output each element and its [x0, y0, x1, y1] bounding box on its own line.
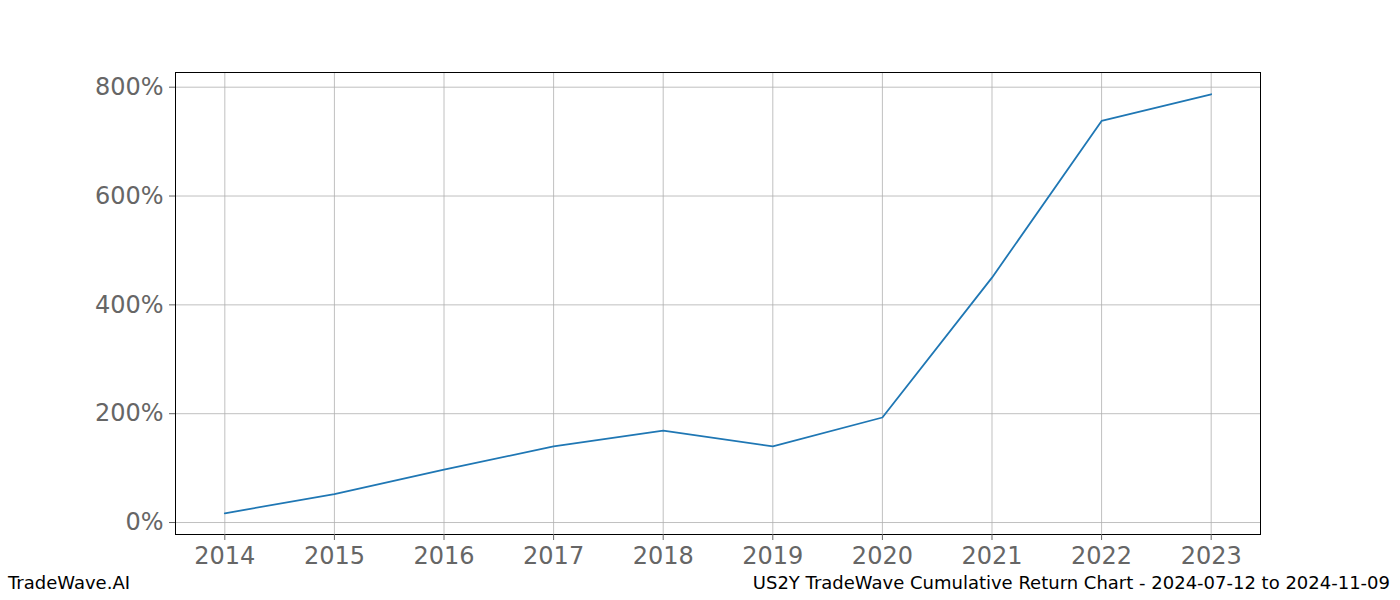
svg-text:400%: 400% — [95, 291, 164, 319]
svg-text:2017: 2017 — [523, 542, 584, 566]
html-text:TradeWave.AI: TradeWave.AI — [8, 572, 130, 593]
svg-text:2020: 2020 — [852, 542, 913, 566]
svg-text:2021: 2021 — [961, 542, 1022, 566]
html-text:US2Y TradeWave Cumulative Retu: US2Y TradeWave Cumulative Return Chart -… — [752, 572, 1390, 593]
svg-text:200%: 200% — [95, 399, 164, 427]
svg-text:2016: 2016 — [413, 542, 474, 566]
svg-text:0%: 0% — [125, 508, 163, 536]
svg-text:800%: 800% — [95, 73, 164, 101]
svg-text:2014: 2014 — [194, 542, 255, 566]
svg-text:2019: 2019 — [742, 542, 803, 566]
svg-text:600%: 600% — [95, 182, 164, 210]
svg-text:2022: 2022 — [1071, 542, 1132, 566]
svg-text:2023: 2023 — [1181, 542, 1242, 566]
svg-text:2018: 2018 — [633, 542, 694, 566]
svg-text:2015: 2015 — [304, 542, 365, 566]
